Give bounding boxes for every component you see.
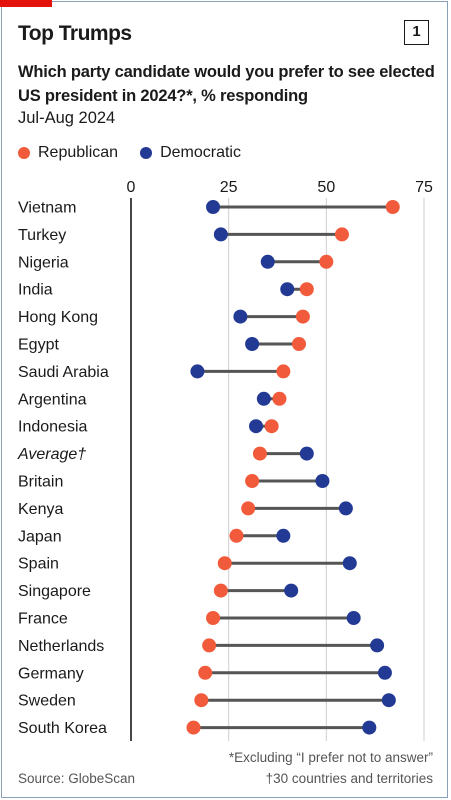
republican-dot [217, 556, 232, 571]
republican-dot [252, 446, 267, 461]
x-tick-label: 0 [127, 179, 136, 196]
legend-democratic-label: Democratic [160, 144, 241, 161]
category-label: Saudi Arabia [18, 364, 109, 381]
republican-dot [194, 693, 209, 708]
democratic-dot [276, 528, 291, 543]
republican-dot [319, 254, 334, 269]
republican-dot [295, 309, 310, 324]
democratic-dot [249, 419, 264, 434]
republican-dot [264, 419, 279, 434]
category-label: Germany [18, 665, 84, 682]
chart-subtitle: Which party candidate would you prefer t… [18, 63, 435, 105]
republican-dot [272, 391, 287, 406]
republican-dot [202, 638, 217, 653]
republican-dot [245, 474, 260, 488]
democratic-dot-icon [140, 147, 153, 159]
category-label: South Korea [18, 720, 107, 737]
category-label: Britain [18, 474, 63, 491]
x-tick-label: 75 [415, 179, 433, 196]
category-label: Japan [18, 528, 62, 545]
democratic-dot [206, 200, 221, 214]
legend-democratic: Democratic [140, 144, 241, 162]
category-label: India [18, 282, 53, 299]
footnote-countries: †30 countries and territories [265, 771, 433, 786]
democratic-dot [315, 474, 330, 488]
brand-red-tab [0, 0, 52, 7]
republican-dot [213, 583, 228, 598]
democratic-dot [245, 337, 260, 351]
x-tick-label: 25 [220, 179, 238, 196]
republican-dot-icon [18, 147, 30, 159]
chart-period: Jul-Aug 2024 [18, 109, 116, 127]
chart-title: Top Trumps [18, 22, 132, 45]
republican-dot [198, 665, 213, 680]
republican-dot [299, 282, 314, 297]
republican-dot [186, 720, 201, 735]
democratic-dot [362, 720, 377, 735]
category-label: Egypt [18, 337, 59, 354]
category-label: Turkey [18, 227, 66, 244]
democratic-dot [338, 501, 353, 516]
source-note: Source: GlobeScan [18, 771, 136, 786]
republican-dot [291, 337, 306, 351]
chart-number-badge: 1 [404, 20, 429, 45]
democratic-dot [190, 364, 205, 379]
republican-dot [206, 611, 221, 625]
category-label: Average† [17, 446, 86, 463]
legend: Republican Democratic [18, 144, 263, 162]
democratic-dot [213, 227, 228, 242]
category-label: Netherlands [18, 638, 104, 655]
category-label: Indonesia [18, 419, 87, 436]
democratic-dot [346, 611, 361, 625]
democratic-dot [233, 309, 248, 324]
footnote-excluding: *Excluding “I prefer not to answer” [228, 750, 433, 765]
democratic-dot [342, 556, 357, 571]
republican-dot [241, 501, 256, 516]
democratic-dot [377, 665, 392, 680]
category-label: Singapore [18, 583, 91, 600]
category-label: Kenya [18, 501, 63, 518]
category-label: Sweden [18, 693, 76, 710]
republican-dot [334, 227, 349, 242]
democratic-dot [284, 583, 299, 598]
category-label: Vietnam [18, 200, 76, 217]
republican-dot [385, 200, 400, 214]
category-label: Nigeria [18, 254, 69, 271]
democratic-dot [280, 282, 295, 297]
democratic-dot [381, 693, 396, 708]
x-tick-label: 50 [317, 179, 335, 196]
democratic-dot [260, 254, 275, 269]
legend-republican: Republican [18, 144, 118, 162]
category-label: Argentina [18, 391, 87, 408]
democratic-dot [256, 391, 271, 406]
democratic-dot [370, 638, 385, 653]
democratic-dot [299, 446, 314, 461]
legend-republican-label: Republican [38, 144, 119, 161]
republican-dot [229, 528, 244, 543]
republican-dot [276, 364, 291, 379]
category-label: France [18, 611, 68, 628]
category-label: Spain [18, 556, 59, 573]
category-label: Hong Kong [18, 309, 98, 326]
